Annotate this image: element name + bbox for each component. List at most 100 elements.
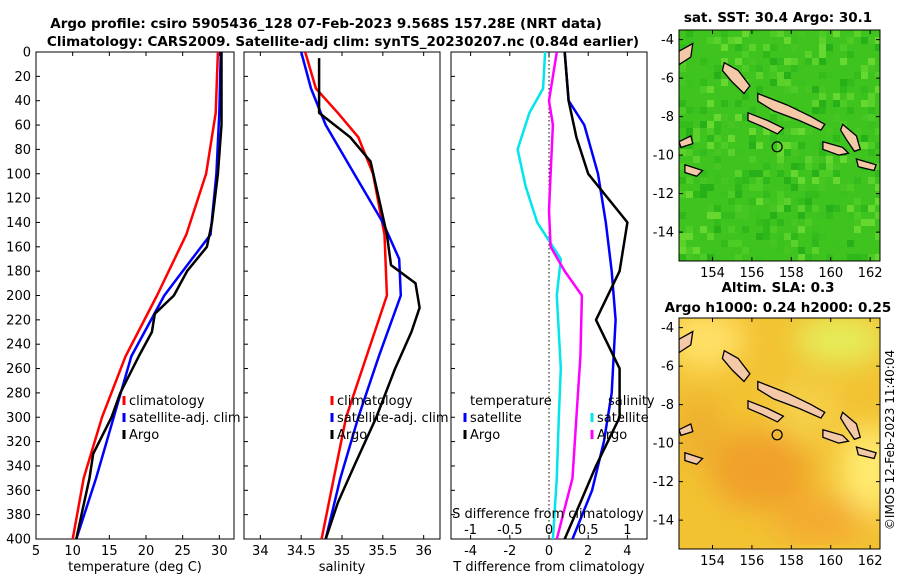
difference-top-tick-label: -1 [464, 523, 477, 538]
depth-tick-label: 280 [6, 386, 31, 401]
argo-location-marker [771, 141, 783, 153]
series-line-climatology [71, 52, 220, 539]
island-coastline [721, 61, 751, 95]
temperature-panel [35, 51, 235, 540]
legend-label-t-argo: Argo [470, 428, 500, 443]
depth-tick-label: 180 [6, 265, 31, 280]
depth-tick-label: 100 [6, 167, 31, 182]
map-lat-label: -4 [661, 321, 674, 336]
island-coastline [747, 111, 785, 135]
difference-xlabel: T difference from climatology [452, 560, 645, 575]
legend-label-argo: Argo [129, 428, 159, 443]
depth-tick-label: 140 [6, 216, 31, 231]
title-line-1: Argo profile: csiro 5905436_128 07-Feb-2… [50, 16, 601, 32]
temperature-x-tick-label: 15 [101, 544, 118, 559]
depth-tick-label: 400 [6, 533, 31, 548]
difference-top-tick-label: -0.5 [497, 523, 522, 538]
depth-tick-label: 120 [6, 192, 31, 207]
salinity-x-tick-label: 35.5 [368, 544, 397, 559]
legend-label-satellite: satellite-adj. clim [129, 411, 241, 426]
map-lat-label: -14 [653, 514, 674, 529]
legend-label-s-argo: Argo [597, 428, 627, 443]
series-line-t-satellite [516, 52, 563, 539]
argo-location-marker [771, 429, 783, 441]
temperature-x-tick-label: 10 [64, 544, 81, 559]
temperature-x-tick-label: 25 [174, 544, 191, 559]
depth-tick-label: 160 [6, 240, 31, 255]
map-lat-label: -8 [661, 110, 674, 125]
temperature-x-tick-label: 20 [138, 544, 155, 559]
depth-tick-label: 60 [14, 119, 31, 134]
island-coastline [855, 158, 877, 172]
island-coastline [679, 42, 694, 66]
island-coastline [839, 411, 862, 441]
island-coastline [822, 140, 850, 156]
salinity-x-tick-label: 36 [415, 544, 432, 559]
legend-title-temperature: temperature [470, 394, 552, 409]
difference-top-tick-label: 1 [623, 523, 631, 538]
map-lon-label: 160 [818, 266, 843, 281]
legend-label-climatology: climatology [129, 394, 205, 409]
map-lat-label: -6 [661, 72, 674, 87]
difference-x-tick-label: 2 [584, 544, 592, 559]
map-lon-label: 154 [700, 266, 725, 281]
salinity-x-tick-label: 34 [252, 544, 269, 559]
legend-label-t-satellite: satellite [470, 411, 522, 426]
depth-tick-label: 80 [14, 143, 31, 158]
map-lon-label: 156 [739, 266, 764, 281]
temperature-xlabel: temperature (deg C) [68, 560, 202, 575]
island-coastline [757, 92, 826, 131]
island-coastline [679, 330, 694, 354]
island-coastline [839, 123, 862, 153]
title-line-2: Climatology: CARS2009. Satellite-adj cli… [47, 34, 639, 50]
difference-x-tick-label: -4 [464, 544, 477, 559]
island-coastline [747, 399, 785, 423]
island-coastline [822, 428, 850, 444]
difference-x-tick-label: -2 [503, 544, 516, 559]
map-lon-label: 158 [779, 266, 804, 281]
depth-tick-label: 40 [14, 94, 31, 109]
depth-tick-label: 340 [6, 459, 31, 474]
sst-map-title: sat. SST: 30.4 Argo: 30.1 [684, 10, 872, 26]
depth-tick-label: 260 [6, 362, 31, 377]
difference-x-tick-label: 4 [623, 544, 631, 559]
map-lon-label: 158 [779, 554, 804, 569]
map-lat-label: -8 [661, 398, 674, 413]
depth-tick-label: 320 [6, 435, 31, 450]
legend-label-s-satellite: satellite [597, 411, 649, 426]
map-lat-label: -10 [653, 437, 674, 452]
map-lat-label: -12 [653, 475, 674, 490]
map-lat-label: -4 [661, 33, 674, 48]
island-coastline [684, 163, 704, 178]
series-line-climatology [304, 52, 389, 539]
depth-tick-label: 220 [6, 313, 31, 328]
legend-label-argo: Argo [337, 428, 367, 443]
depth-tick-label: 300 [6, 411, 31, 426]
legend-title-salinity: salinity [608, 394, 655, 409]
island-coastline [684, 451, 704, 466]
series-line-argo [317, 58, 421, 539]
salinity-x-tick-label: 34.5 [287, 544, 316, 559]
island-coastline [721, 349, 751, 383]
temperature-x-tick-label: 30 [211, 544, 228, 559]
legend-label-climatology: climatology [337, 394, 413, 409]
series-line-argo [75, 52, 223, 539]
temperature-legend: climatology satellite-adj. clim Argo [122, 394, 241, 443]
island-coastline [679, 422, 694, 437]
legend-label-satellite: satellite-adj. clim [337, 411, 449, 426]
difference-legend-temperature: temperature satellite Argo [463, 394, 552, 443]
island-coastline [757, 380, 826, 419]
difference-legend-salinity: salinity satellite Argo [590, 394, 655, 443]
depth-tick-label: 0 [23, 46, 31, 61]
sst-map-frame [678, 29, 881, 262]
difference-top-tick-label: 0.5 [578, 523, 599, 538]
sla-map [679, 318, 880, 549]
depth-tick-label: 200 [6, 289, 31, 304]
salinity-x-tick-label: 35 [334, 544, 351, 559]
sla-map-title: Altim. SLA: 0.3 [721, 280, 834, 296]
map-lon-label: 154 [700, 554, 725, 569]
sla-map-subtitle: Argo h1000: 0.24 h2000: 0.25 [665, 300, 892, 316]
sst-map [679, 30, 880, 261]
temperature-x-tick-label: 5 [32, 544, 40, 559]
